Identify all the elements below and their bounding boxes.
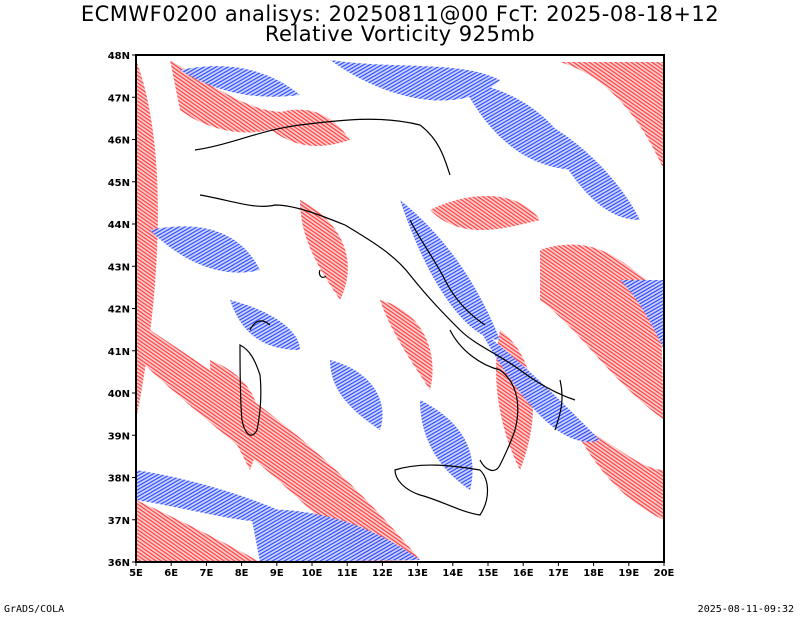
x-tick-label: 7E (200, 568, 214, 579)
y-tick-label: 45N (108, 178, 130, 189)
x-tick-label: 15E (478, 568, 499, 579)
contour-field (136, 55, 664, 562)
x-tick-label: 11E (337, 568, 358, 579)
y-tick-label: 39N (108, 431, 130, 442)
y-tick-label: 41N (108, 347, 130, 358)
x-tick-label: 20E (654, 568, 675, 579)
coastline-borders (194, 118, 576, 516)
x-tick-label: 6E (164, 568, 178, 579)
x-tick-label: 5E (129, 568, 143, 579)
footer-credit: GrADS/COLA (4, 604, 65, 615)
longitude-axis: 5E 6E 7E 8E 9E 10E 11E 12E 13E 14E 15E 16E 17E 18E 19E… (129, 562, 675, 579)
map-subtitle: Relative Vorticity 925mb (264, 22, 536, 46)
y-tick-label: 47N (108, 93, 130, 104)
footer-timestamp: 2025-08-11-09:32 (697, 604, 794, 615)
y-tick-label: 44N (108, 220, 130, 231)
x-tick-label: 9E (270, 568, 284, 579)
x-tick-label: 17E (548, 568, 569, 579)
y-tick-label: 38N (108, 474, 130, 485)
x-tick-label: 10E (302, 568, 323, 579)
y-tick-label: 42N (108, 305, 130, 316)
x-tick-label: 13E (407, 568, 428, 579)
map-title: ECMWF0200 analisys: 20250811@00 FcT: 202… (80, 2, 720, 26)
y-tick-label: 48N (108, 51, 130, 62)
y-tick-label: 40N (108, 389, 130, 400)
x-tick-label: 12E (372, 568, 393, 579)
y-tick-label: 43N (108, 262, 130, 273)
x-tick-label: 8E (235, 568, 249, 579)
y-tick-label: 37N (108, 516, 130, 527)
x-tick-label: 19E (618, 568, 639, 579)
y-tick-label: 46N (108, 136, 130, 147)
x-tick-label: 16E (513, 568, 534, 579)
latitude-axis: 36N 37N 38N 39N 40N 41N 42N 43N 44N 45N 46N 47N 48N (108, 51, 136, 569)
negative-vorticity-contours (136, 60, 664, 562)
x-tick-label: 18E (583, 568, 604, 579)
x-tick-label: 14E (442, 568, 463, 579)
y-tick-label: 36N (108, 558, 130, 569)
